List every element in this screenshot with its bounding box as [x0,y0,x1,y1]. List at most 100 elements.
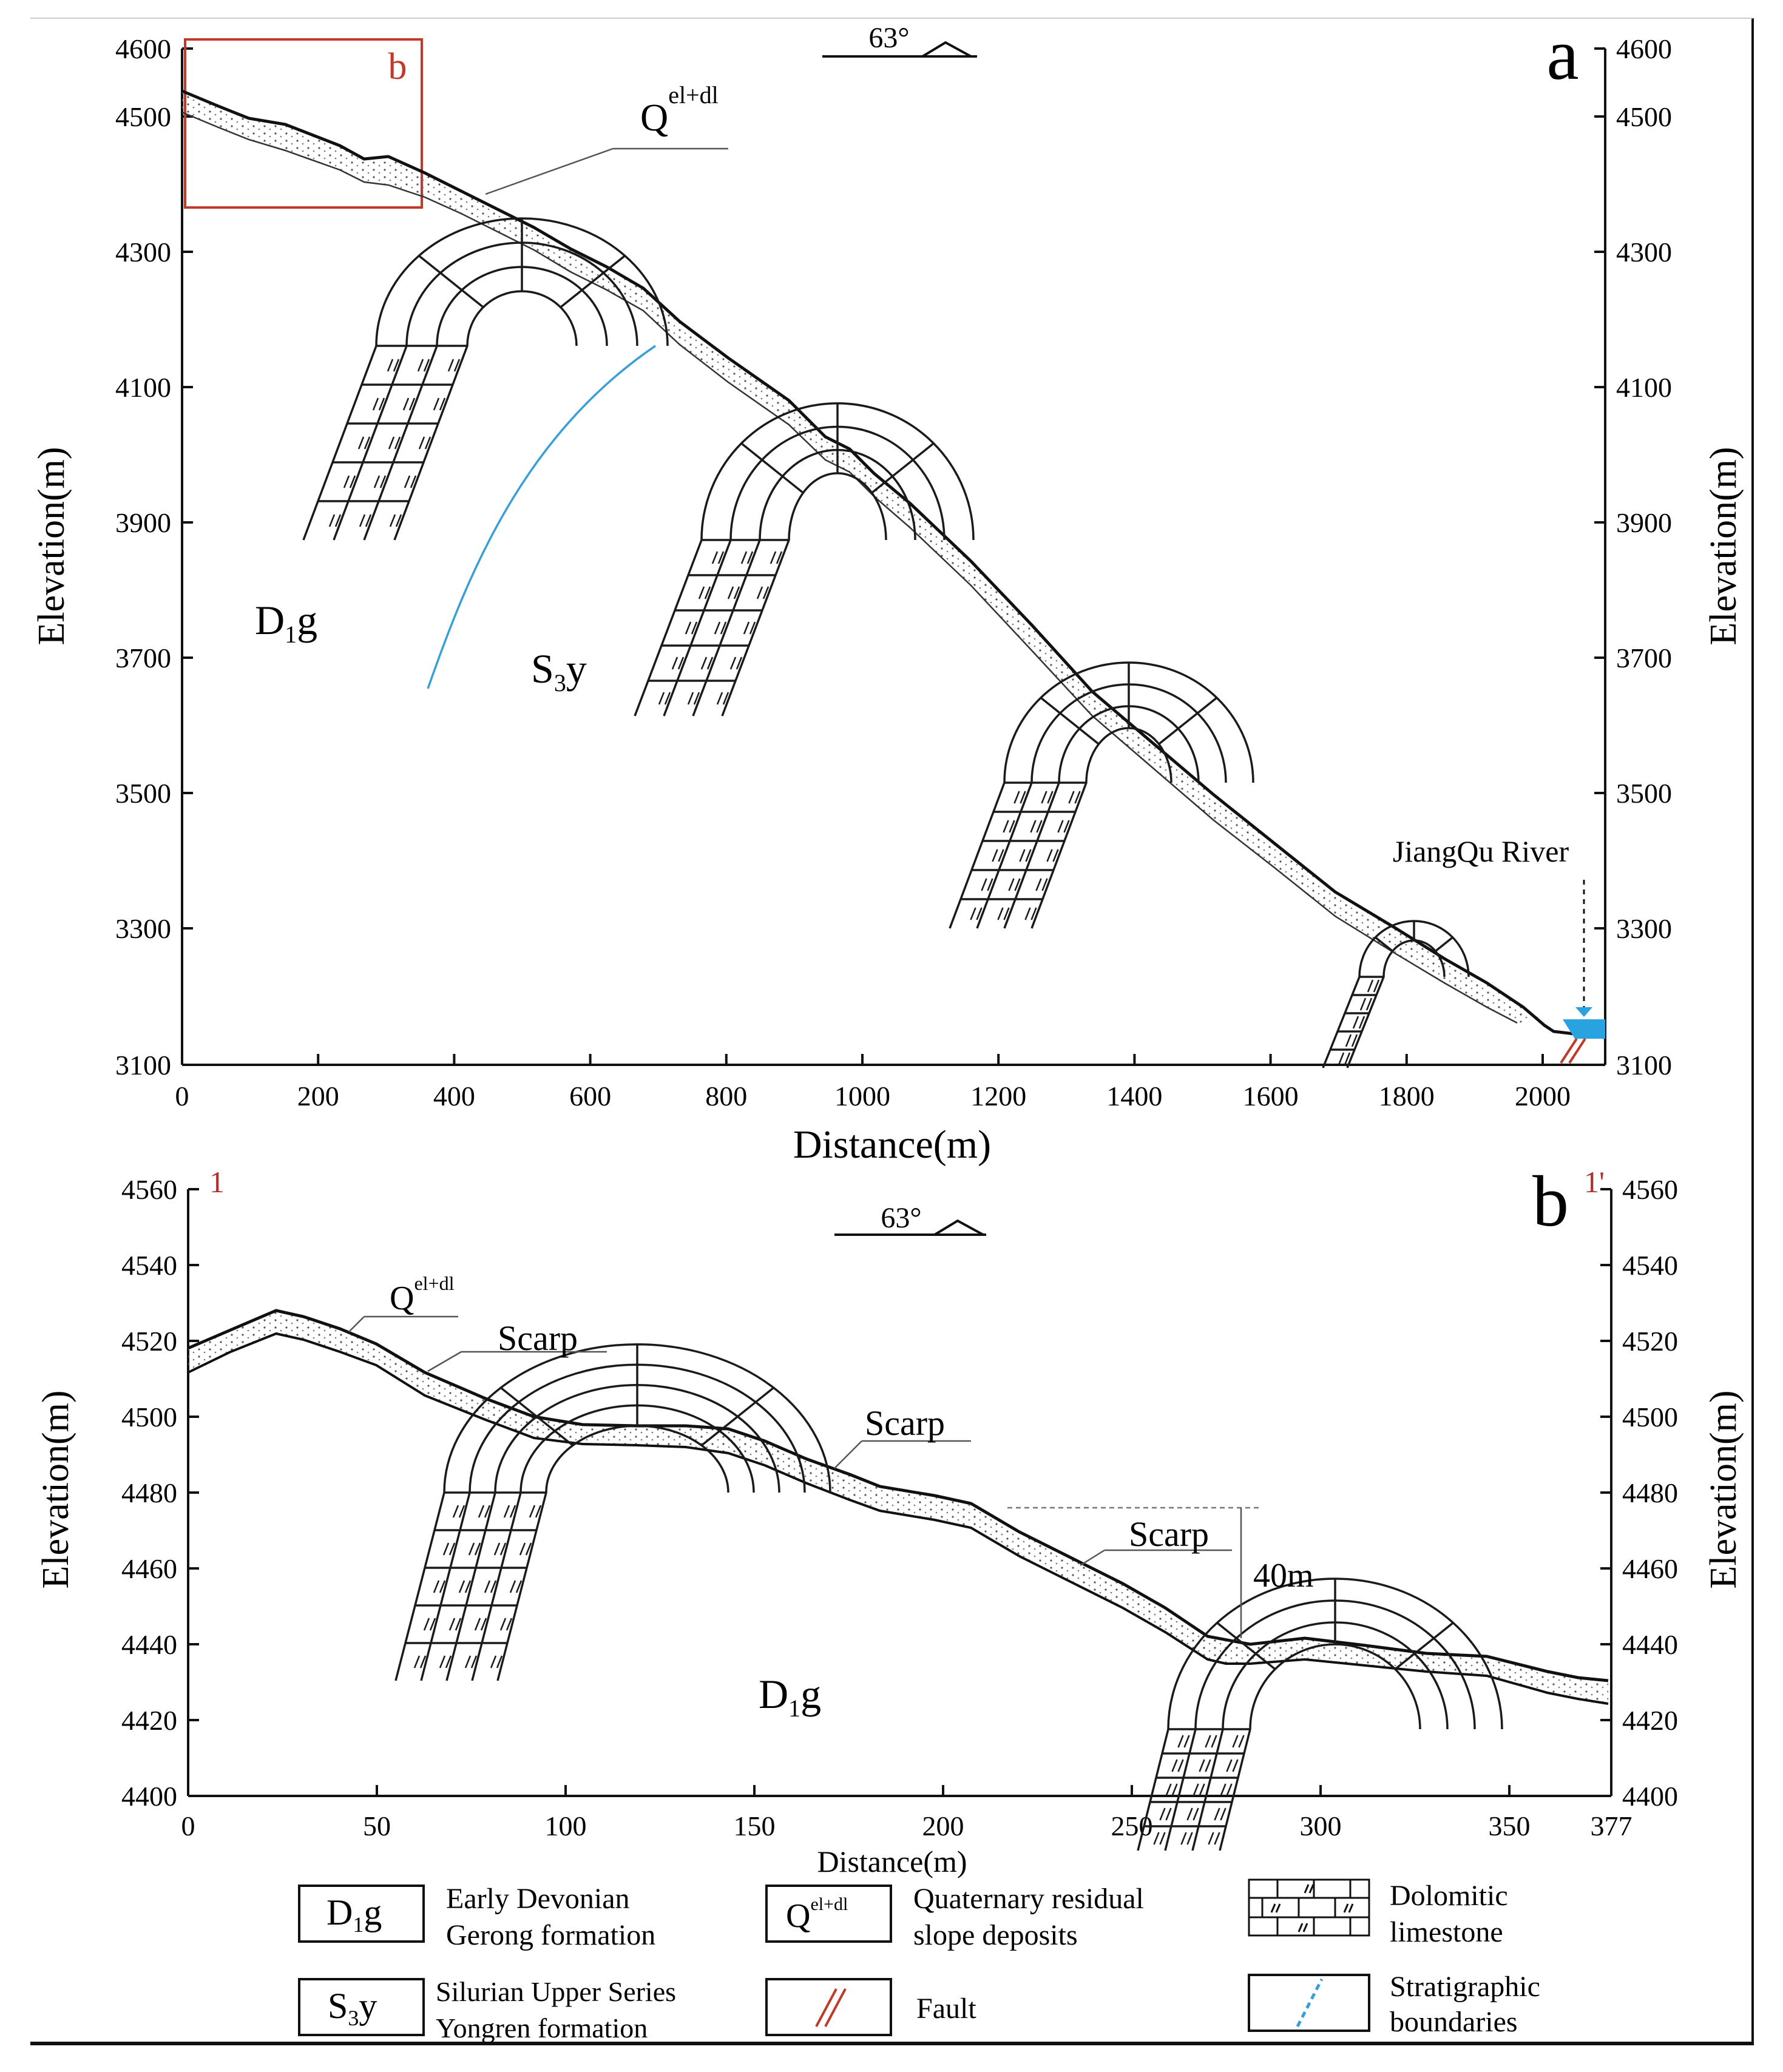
stratigraphic-boundary [427,345,656,689]
fold-a2-dolomite-mark [687,692,694,705]
fold-b1-arc-tick [755,1386,774,1403]
fold-b1-arc-tick [536,1416,556,1432]
fold-a1-dolomite-mark [393,359,400,372]
fold-b2-dolomite-mark [1220,1807,1226,1821]
fold-a2-arc-tick [740,442,763,461]
fold-a3-dolomite-mark [1041,878,1048,891]
legend-fault-label: Fault [916,1993,976,2025]
fold-a4-dolomite-mark [1345,1034,1352,1047]
fold-a3-dolomite-mark [1030,907,1037,920]
fold-b1-dolomite-mark [445,1655,452,1669]
fold-b1-dolomite-mark [480,1618,487,1631]
fold-a2-dolomite-mark [685,621,692,635]
fold-a3-dolomite-mark [997,907,1004,920]
fold-b2-dolomite-mark [1159,1807,1166,1821]
panel-b-dip-angle: 63° [881,1202,921,1234]
fold-b2-dolomite-mark [1165,1807,1172,1821]
fold-b2-dolomite-mark [1214,1807,1220,1821]
fold-b1-dolomite-mark [499,1542,507,1556]
fold-a2-dolomite-mark [691,621,698,635]
fold-b2-arc-tick [1413,1637,1435,1655]
ground-surface-profile-b [188,1309,1609,1682]
panel-a-y-tick-left: 4600 [115,33,171,64]
panel-b-y-tick-right: 4500 [1622,1402,1678,1433]
legend-sy-swatch [298,1978,425,2036]
fold-a2-dolomite-mark [729,656,737,670]
fold-a1-dolomite-mark [364,436,371,450]
fold-a2-dolomite-mark [664,692,671,705]
panel-b-y-tick-right: 4420 [1622,1705,1678,1736]
fold-a3-dolomite-mark [1074,791,1081,804]
quaternary-cover-b [188,1311,1608,1704]
panel-a-x-tick: 1000 [834,1081,890,1112]
fold-b1-layer [420,1363,806,1681]
scarp-2: Scarp [834,1403,971,1469]
fold-a2-layer [692,448,916,717]
fold-a2-arc-tick [912,442,935,461]
fold-structures-b [394,1343,1503,1851]
fold-a2-dolomite-mark [756,586,763,599]
fold-b1-dolomite-mark [515,1580,523,1593]
fold-b2-layer [1219,1643,1421,1851]
fold-b2-dolomite-mark [1153,1832,1160,1845]
river-water [1563,1019,1605,1039]
panel-b: 4560 4560 4540 4540 4520 4520 4500 4500 4480 4480… [35,1161,1744,1878]
fold-a4-layer [1346,939,1446,1068]
fold-a4-dolomite-mark [1359,997,1367,1011]
fold-b1-dolomite-mark [474,1542,481,1556]
fold-b2-dolomite-mark [1232,1735,1239,1748]
panel-a-x-tick: 0 [175,1081,189,1112]
fold-b1-layer [394,1343,831,1681]
fold-a2-dolomite-mark [736,656,743,670]
fold-b1-dolomite-mark [442,1542,450,1556]
fold-a1-dolomite-mark [439,397,446,411]
fold-b1-arc-tick [554,1430,574,1446]
panel-b-x-ticks: 0 50 100 150 200 250 300 350 377 [181,1785,1632,1841]
fold-a3-dolomite-mark [1019,849,1026,862]
fold-a2-layer [634,402,975,717]
fold-a2-dolomite-mark [717,551,725,564]
fold-a3-arc-tick [1059,712,1080,730]
fold-a1-dolomite-mark [343,475,350,488]
panel-a-y-tick-right: 4300 [1616,237,1672,268]
height-label: 40m [1253,1557,1314,1594]
panel-b-x-tick: 350 [1489,1810,1531,1841]
fold-b1-dolomite-mark [484,1580,491,1593]
fold-a2-layer [721,472,887,717]
fold-a2-arc-tick [782,475,804,494]
fold-a2-dolomite-mark [733,586,740,599]
fold-a3-dolomite-mark [1003,907,1010,920]
fold-a2-dolomite-mark [658,692,665,705]
panel-a-y-tick-right: 4500 [1616,101,1672,132]
fold-b1-dolomite-mark [452,1505,459,1518]
legend-q-swatch [765,1885,892,1943]
legend-dg-code: D1g [326,1892,382,1937]
fold-b2-dolomite-mark [1226,1759,1233,1772]
fold-a1-layer [302,217,669,541]
fold-a3-dolomite-mark [1046,849,1053,862]
panel-b-x-axis-title: Distance(m) [817,1844,967,1878]
fold-b1-dolomite-mark [490,1580,497,1593]
fold-a1-dolomite-mark [410,475,417,488]
fold-a1-arc-tick [560,289,583,308]
fold-b1-dolomite-mark [535,1505,542,1518]
panel-b-y-tick-right: 4520 [1622,1326,1678,1357]
fold-a2-dolomite-mark [776,551,783,564]
fold-b1-layer [471,1404,755,1681]
panel-b-x-tick: 200 [922,1810,964,1841]
fold-a1-arc-tick [418,255,441,274]
legend-strat-icon [1296,1978,1324,2028]
fold-b1-dolomite-mark [509,1505,516,1518]
legend-q-code: Qel+dl [786,1894,848,1935]
fold-b1-dolomite-mark [496,1655,503,1669]
fold-a1-dolomite-mark [388,436,395,450]
panel-b-y-tick-left: 4400 [121,1781,177,1812]
fold-a1-dolomite-mark [328,514,336,527]
fold-b2-dolomite-mark [1159,1832,1166,1845]
fold-b2-dolomite-mark [1226,1783,1233,1797]
panel-a-x-tick: 800 [705,1081,747,1112]
fold-a1-dolomite-mark [418,436,425,450]
fold-b2-layer [1137,1578,1503,1851]
fold-a1-dolomite-mark [453,359,461,372]
fold-a3-dolomite-mark [987,878,993,891]
